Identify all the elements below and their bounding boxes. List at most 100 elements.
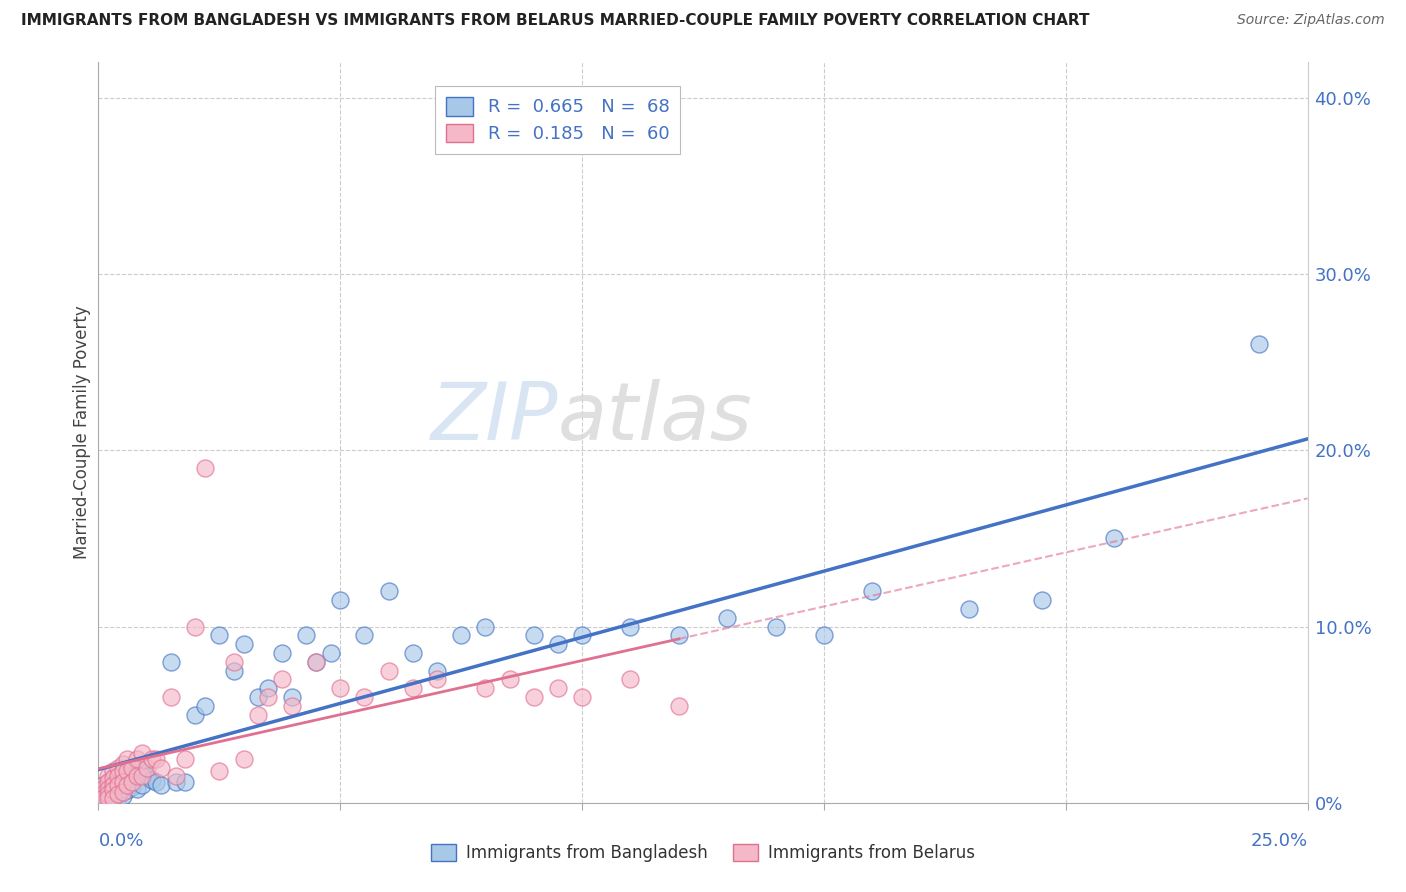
Point <box>247 690 270 704</box>
Point <box>91 781 114 796</box>
Point <box>127 767 149 781</box>
Point <box>117 752 139 766</box>
Point <box>860 584 883 599</box>
Point <box>498 673 520 687</box>
Point <box>426 673 449 687</box>
Text: Source: ZipAtlas.com: Source: ZipAtlas.com <box>1237 13 1385 28</box>
Point <box>165 769 187 783</box>
Point <box>256 681 278 696</box>
Point <box>668 628 690 642</box>
Point <box>97 781 120 796</box>
Point <box>141 752 163 766</box>
Point <box>101 790 124 805</box>
Point <box>765 619 787 633</box>
Point <box>160 655 183 669</box>
Point <box>91 787 114 801</box>
Point <box>97 774 120 789</box>
Point <box>91 789 114 803</box>
Point <box>107 760 129 774</box>
Point <box>111 774 134 789</box>
Point <box>957 602 980 616</box>
Point <box>131 778 153 792</box>
Point <box>101 789 124 803</box>
Point <box>91 790 114 805</box>
Point <box>127 781 149 796</box>
Point <box>222 655 245 669</box>
Point <box>131 764 153 778</box>
Point <box>101 783 124 797</box>
Point <box>117 772 139 787</box>
Point <box>281 690 304 704</box>
Point <box>91 778 114 792</box>
Point <box>111 781 134 796</box>
Point <box>97 790 120 805</box>
Point <box>184 707 207 722</box>
Point <box>97 769 120 783</box>
Point <box>232 752 254 766</box>
Point <box>523 628 546 642</box>
Text: ZIP: ZIP <box>430 379 558 457</box>
Text: 25.0%: 25.0% <box>1250 832 1308 850</box>
Point <box>107 790 129 805</box>
Point <box>377 664 399 678</box>
Point <box>160 690 183 704</box>
Point <box>256 690 278 704</box>
Point <box>194 698 217 713</box>
Point <box>295 628 318 642</box>
Point <box>111 789 134 803</box>
Point <box>1102 532 1125 546</box>
Point <box>329 681 352 696</box>
Point <box>101 778 124 792</box>
Point <box>97 774 120 789</box>
Point <box>145 774 167 789</box>
Point <box>107 769 129 783</box>
Point <box>813 628 835 642</box>
Point <box>127 752 149 766</box>
Point <box>121 760 143 774</box>
Point <box>127 769 149 783</box>
Point <box>474 619 496 633</box>
Text: atlas: atlas <box>558 379 752 457</box>
Point <box>547 681 569 696</box>
Point <box>131 769 153 783</box>
Point <box>111 767 134 781</box>
Point <box>184 619 207 633</box>
Point <box>174 752 197 766</box>
Point <box>619 673 641 687</box>
Text: 0.0%: 0.0% <box>98 832 143 850</box>
Point <box>101 778 124 792</box>
Point <box>353 628 375 642</box>
Point <box>305 655 328 669</box>
Point <box>319 646 342 660</box>
Point <box>402 681 425 696</box>
Point <box>619 619 641 633</box>
Point <box>97 787 120 801</box>
Legend: Immigrants from Bangladesh, Immigrants from Belarus: Immigrants from Bangladesh, Immigrants f… <box>425 837 981 869</box>
Point <box>523 690 546 704</box>
Point <box>141 772 163 787</box>
Point <box>101 783 124 797</box>
Point <box>402 646 425 660</box>
Point <box>97 790 120 805</box>
Point <box>208 628 231 642</box>
Point <box>91 778 114 792</box>
Point <box>135 769 157 783</box>
Point <box>329 593 352 607</box>
Point <box>121 774 143 789</box>
Point <box>135 760 157 774</box>
Point <box>247 707 270 722</box>
Point <box>305 655 328 669</box>
Point <box>571 690 593 704</box>
Point <box>271 646 294 660</box>
Point <box>271 673 294 687</box>
Point <box>97 787 120 801</box>
Point <box>107 778 129 792</box>
Point <box>150 778 173 792</box>
Point <box>547 637 569 651</box>
Y-axis label: Married-Couple Family Poverty: Married-Couple Family Poverty <box>73 306 91 559</box>
Point <box>1249 337 1271 351</box>
Point <box>121 769 143 783</box>
Point <box>101 771 124 785</box>
Point <box>353 690 375 704</box>
Point <box>165 774 187 789</box>
